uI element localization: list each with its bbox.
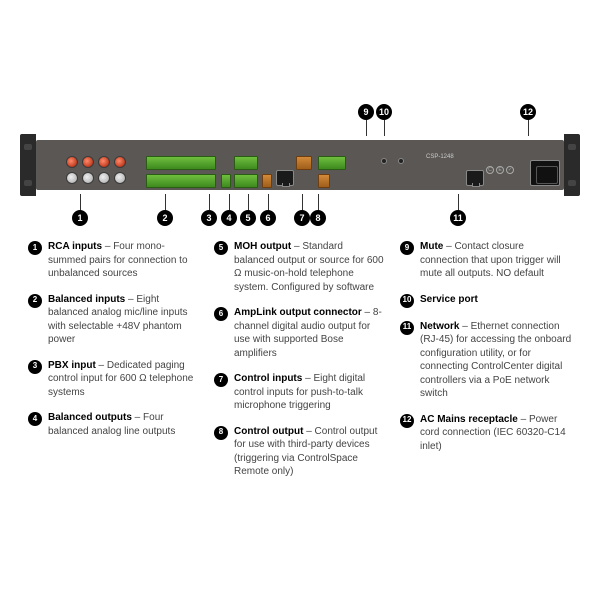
network-rj45 [466,170,484,186]
rca-inputs [66,156,126,184]
desc-title-11: Network [420,321,459,332]
desc-num-4: 4 [28,412,42,426]
desc-num-2: 2 [28,294,42,308]
balanced-inputs-top [146,156,216,170]
desc-text-10: Service port [420,293,572,308]
desc-column-1: 1 RCA inputs – Four mono-summed pairs for… [28,240,200,491]
callout-9: 9 [358,104,374,120]
amplink-rj45 [276,170,294,186]
desc-text-4: Balanced outputs – Four balanced analog … [48,411,200,438]
desc-item-11: 11 Network – Ethernet connection (RJ-45) … [400,320,572,401]
desc-num-5: 5 [214,241,228,255]
desc-title-5: MOH output [234,241,291,252]
mute-terminal [381,158,387,164]
desc-num-8: 8 [214,426,228,440]
desc-text-8: Control output – Control output for use … [234,425,386,479]
desc-column-2: 5 MOH output – Standard balanced output o… [214,240,386,491]
model-text: CSP-1248 [426,154,454,160]
device-body: CSP-1248 CE✓ [36,140,564,190]
desc-title-8: Control output [234,426,303,437]
callout-4: 4 [221,210,237,226]
rack-ear-left [20,134,36,196]
desc-num-7: 7 [214,373,228,387]
desc-num-12: 12 [400,414,414,428]
desc-num-11: 11 [400,321,414,335]
leader-line [366,118,367,136]
desc-text-1: RCA inputs – Four mono-summed pairs for … [48,240,200,281]
balanced-outputs-top [234,156,258,170]
desc-item-2: 2 Balanced inputs – Eight balanced analog… [28,293,200,347]
desc-title-10: Service port [420,294,478,305]
callout-10: 10 [376,104,392,120]
callout-5: 5 [240,210,256,226]
desc-item-4: 4 Balanced outputs – Four balanced analog… [28,411,200,438]
control-output [318,174,330,188]
desc-item-7: 7 Control inputs – Eight digital control … [214,372,386,413]
desc-item-3: 3 PBX input – Dedicated paging control in… [28,359,200,400]
rack-ear-right [564,134,580,196]
callout-1: 1 [72,210,88,226]
desc-title-6: AmpLink output connector [234,307,362,318]
desc-text-9: Mute – Contact closure connection that u… [420,240,572,281]
desc-title-12: AC Mains receptacle [420,414,518,425]
moh-output [262,174,272,188]
callout-2: 2 [157,210,173,226]
ac-mains-inlet [530,160,560,186]
desc-item-12: 12 AC Mains receptacle – Power cord conne… [400,413,572,454]
model-label: CSP-1248 [426,154,454,160]
desc-title-7: Control inputs [234,373,302,384]
desc-body-11: – Ethernet connection (RJ-45) for access… [420,321,571,400]
device-diagram: CSP-1248 CE✓ [20,130,580,200]
desc-text-2: Balanced inputs – Eight balanced analog … [48,293,200,347]
balanced-outputs-bot [234,174,258,188]
compliance-marks: CE✓ [486,166,514,174]
leader-line [528,118,529,136]
desc-item-6: 6 AmpLink output connector – 8-channel di… [214,306,386,360]
desc-column-3: 9 Mute – Contact closure connection that … [400,240,572,491]
desc-item-1: 1 RCA inputs – Four mono-summed pairs for… [28,240,200,281]
desc-item-10: 10 Service port [400,293,572,308]
desc-text-6: AmpLink output connector – 8-channel dig… [234,306,386,360]
callout-12: 12 [520,104,536,120]
desc-item-9: 9 Mute – Contact closure connection that … [400,240,572,281]
desc-text-5: MOH output – Standard balanced output or… [234,240,386,294]
leader-line [384,118,385,136]
desc-text-7: Control inputs – Eight digital control i… [234,372,386,413]
service-port [398,158,404,164]
desc-num-10: 10 [400,294,414,308]
callout-11: 11 [450,210,466,226]
desc-text-12: AC Mains receptacle – Power cord connect… [420,413,572,454]
callout-6: 6 [260,210,276,226]
desc-title-9: Mute [420,241,443,252]
desc-num-9: 9 [400,241,414,255]
desc-item-5: 5 MOH output – Standard balanced output o… [214,240,386,294]
amplink-terminal [296,156,312,170]
callout-8: 8 [310,210,326,226]
desc-num-6: 6 [214,307,228,321]
desc-num-3: 3 [28,360,42,374]
balanced-inputs-bottom [146,174,216,188]
callout-7: 7 [294,210,310,226]
desc-title-3: PBX input [48,360,96,371]
desc-title-2: Balanced inputs [48,294,125,305]
desc-num-1: 1 [28,241,42,255]
pbx-input [221,174,231,188]
desc-title-1: RCA inputs [48,241,102,252]
callout-3: 3 [201,210,217,226]
desc-text-11: Network – Ethernet connection (RJ-45) fo… [420,320,572,401]
control-inputs [318,156,346,170]
desc-text-3: PBX input – Dedicated paging control inp… [48,359,200,400]
desc-item-8: 8 Control output – Control output for use… [214,425,386,479]
description-columns: 1 RCA inputs – Four mono-summed pairs for… [28,240,572,491]
desc-title-4: Balanced outputs [48,412,132,423]
